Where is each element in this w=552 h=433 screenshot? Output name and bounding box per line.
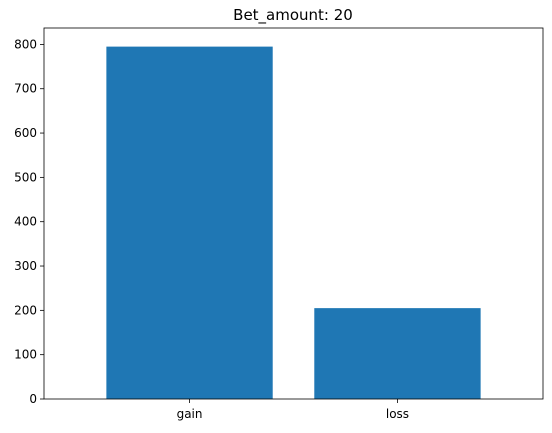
y-tick-label-700: 700 — [14, 82, 37, 96]
y-tick-label-0: 0 — [29, 392, 37, 406]
y-tick-label-200: 200 — [14, 303, 37, 317]
y-tick-label-500: 500 — [14, 170, 37, 184]
bar-gain — [106, 46, 273, 399]
y-tick-label-300: 300 — [14, 259, 37, 273]
plot-area: gain loss 0 100 200 300 400 500 600 700 800 — [14, 27, 544, 421]
plot-frame — [43, 27, 544, 400]
y-tick-label-600: 600 — [14, 126, 37, 140]
x-tick-label-gain: gain — [177, 407, 203, 421]
y-tick-label-400: 400 — [14, 215, 37, 229]
y-tick-label-100: 100 — [14, 348, 37, 362]
x-tick-label-loss: loss — [386, 407, 409, 421]
chart-title: Bet_amount: 20 — [233, 6, 353, 25]
bar-loss — [314, 308, 481, 399]
y-tick-label-800: 800 — [14, 37, 37, 51]
